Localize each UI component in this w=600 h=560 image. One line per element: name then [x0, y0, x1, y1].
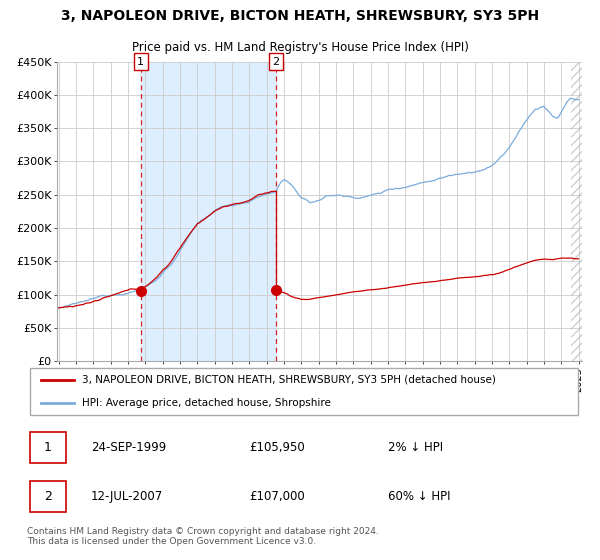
Text: 3, NAPOLEON DRIVE, BICTON HEATH, SHREWSBURY, SY3 5PH (detached house): 3, NAPOLEON DRIVE, BICTON HEATH, SHREWSB…	[83, 375, 496, 385]
Text: HPI: Average price, detached house, Shropshire: HPI: Average price, detached house, Shro…	[83, 398, 331, 408]
Text: 2: 2	[272, 57, 280, 67]
Bar	[571, 62, 582, 361]
Text: £107,000: £107,000	[249, 490, 305, 503]
FancyBboxPatch shape	[30, 480, 66, 512]
Text: 1: 1	[137, 57, 144, 67]
Text: Price paid vs. HM Land Registry's House Price Index (HPI): Price paid vs. HM Land Registry's House …	[131, 41, 469, 54]
Text: 24-SEP-1999: 24-SEP-1999	[91, 441, 166, 454]
Text: 60% ↓ HPI: 60% ↓ HPI	[388, 490, 450, 503]
FancyBboxPatch shape	[30, 368, 578, 415]
FancyBboxPatch shape	[30, 432, 66, 463]
Text: 2% ↓ HPI: 2% ↓ HPI	[388, 441, 443, 454]
Text: 2: 2	[44, 490, 52, 503]
Text: £105,950: £105,950	[249, 441, 305, 454]
Text: 3, NAPOLEON DRIVE, BICTON HEATH, SHREWSBURY, SY3 5PH: 3, NAPOLEON DRIVE, BICTON HEATH, SHREWSB…	[61, 9, 539, 23]
Text: 12-JUL-2007: 12-JUL-2007	[91, 490, 163, 503]
Text: Contains HM Land Registry data © Crown copyright and database right 2024.
This d: Contains HM Land Registry data © Crown c…	[27, 526, 379, 546]
Text: 1: 1	[44, 441, 52, 454]
Bar	[140, 62, 276, 361]
